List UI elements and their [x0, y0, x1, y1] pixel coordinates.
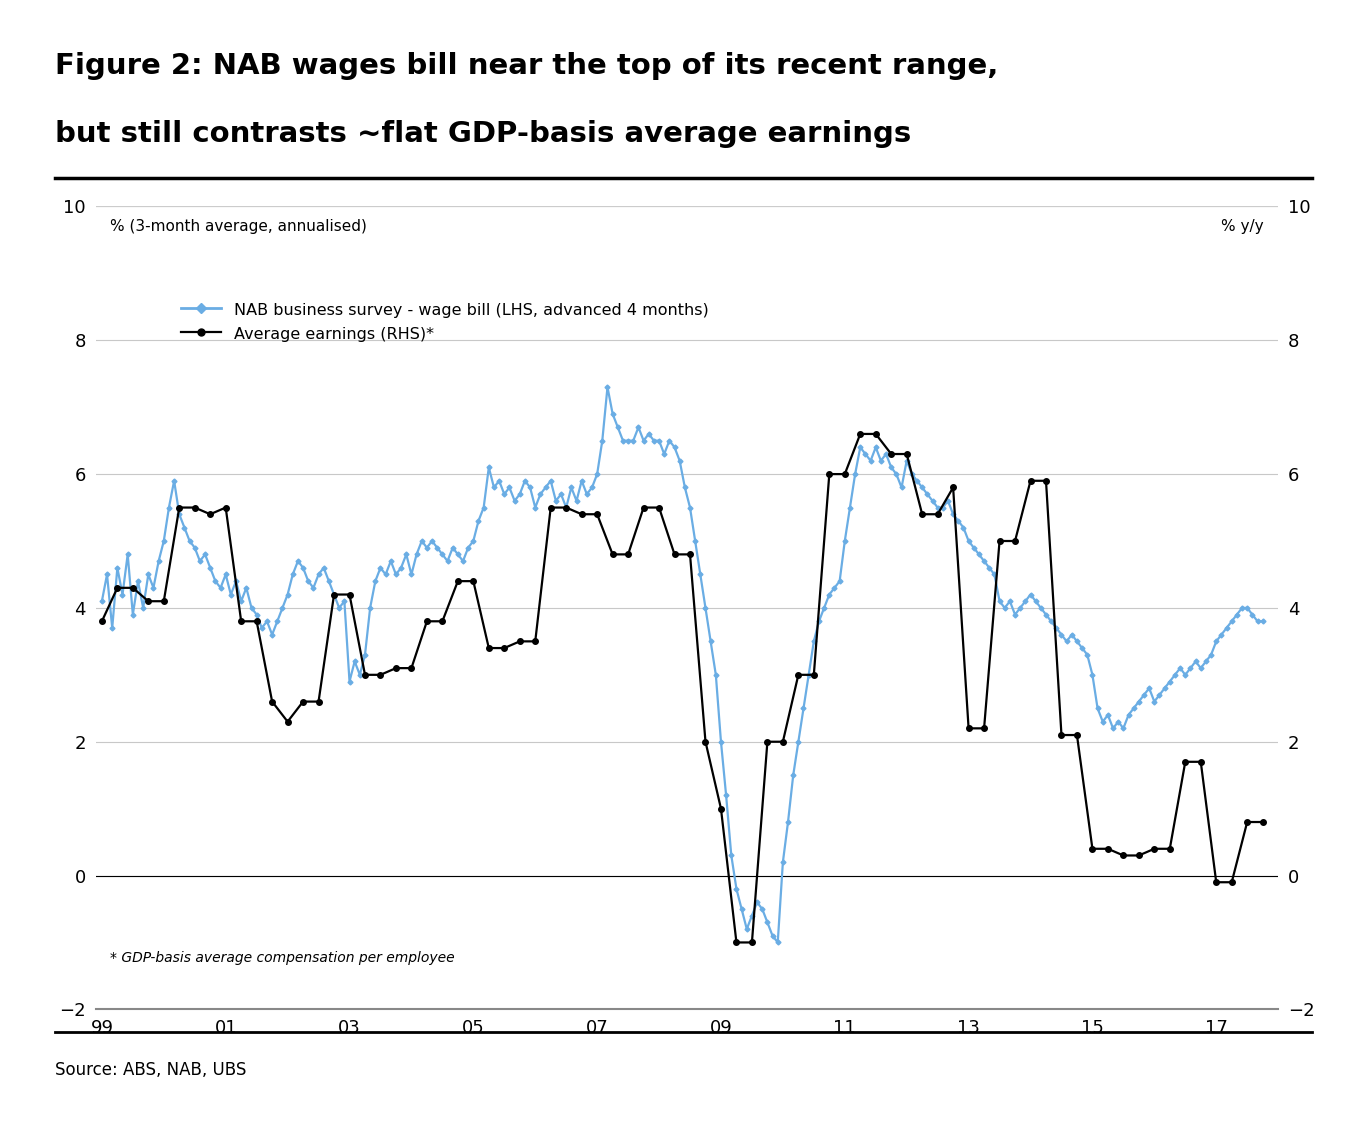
- Text: % y/y: % y/y: [1221, 218, 1264, 234]
- Text: Source: ABS, NAB, UBS: Source: ABS, NAB, UBS: [55, 1061, 246, 1079]
- Text: Figure 2: NAB wages bill near the top of its recent range,: Figure 2: NAB wages bill near the top of…: [55, 52, 998, 79]
- Text: % (3-month average, annualised): % (3-month average, annualised): [109, 218, 366, 234]
- Text: but still contrasts ~flat GDP-basis average earnings: but still contrasts ~flat GDP-basis aver…: [55, 120, 910, 148]
- Text: * GDP-basis average compensation per employee: * GDP-basis average compensation per emp…: [109, 951, 454, 966]
- Legend: NAB business survey - wage bill (LHS, advanced 4 months), Average earnings (RHS): NAB business survey - wage bill (LHS, ad…: [175, 295, 715, 349]
